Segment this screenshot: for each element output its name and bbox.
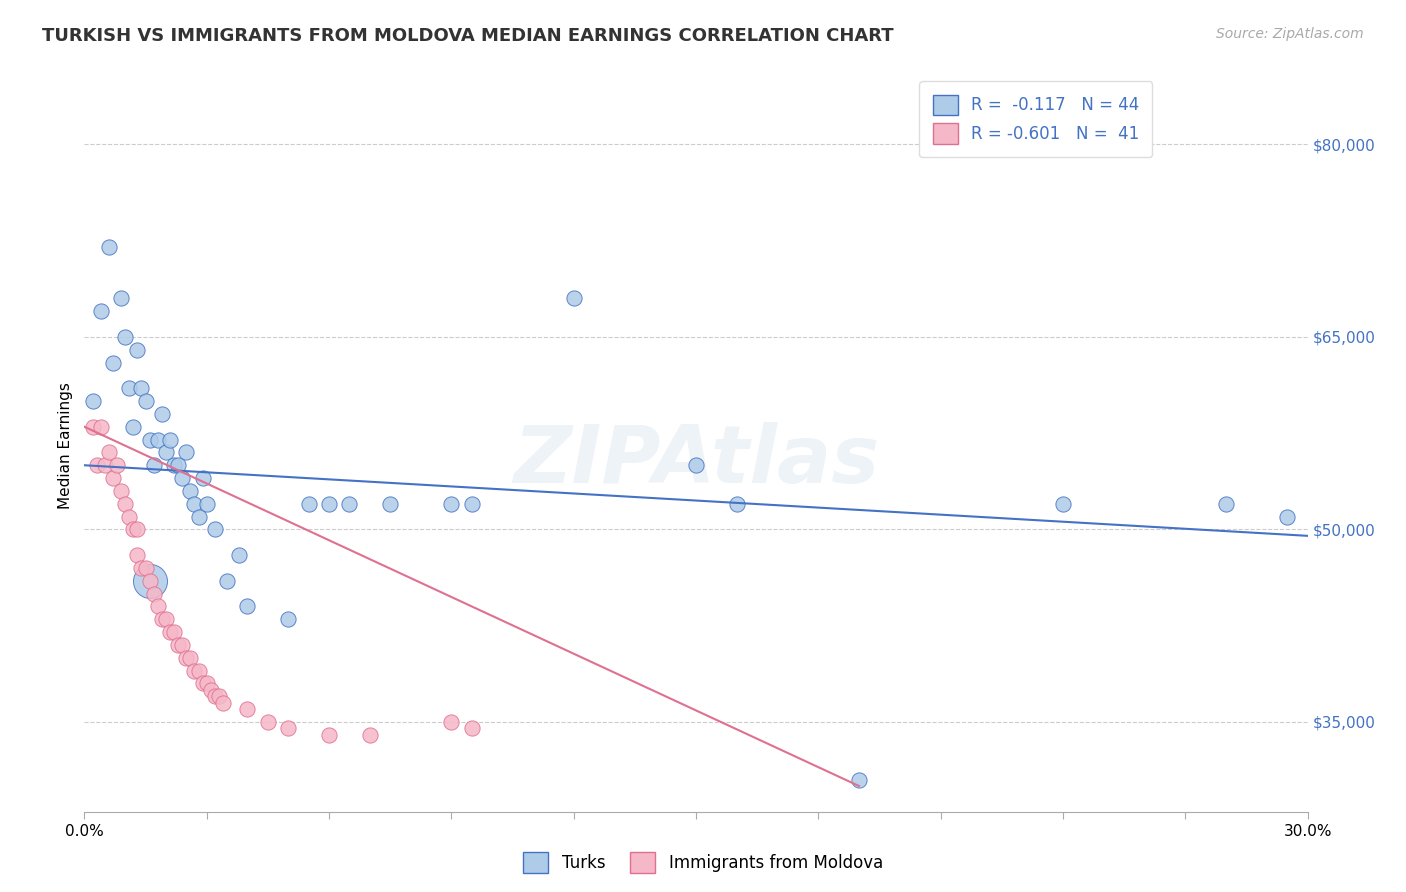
Point [318, 728, 340, 742]
Point [191, 676, 214, 690]
Point [195, 497, 218, 511]
Point [93, 458, 115, 473]
Text: TURKISH VS IMMIGRANTS FROM MOLDOVA MEDIAN EARNINGS CORRELATION CHART: TURKISH VS IMMIGRANTS FROM MOLDOVA MEDIA… [42, 27, 894, 45]
Point [191, 471, 214, 485]
Point [101, 471, 124, 485]
Point [204, 690, 226, 704]
Point [359, 728, 381, 742]
Point [461, 721, 484, 735]
Point [142, 458, 165, 473]
Point [1215, 497, 1237, 511]
Point [82, 419, 104, 434]
Point [440, 497, 463, 511]
Point [725, 497, 748, 511]
Point [138, 433, 160, 447]
Point [122, 523, 145, 537]
Point [146, 433, 169, 447]
Point [848, 772, 870, 787]
Point [97, 445, 120, 459]
Point [90, 304, 112, 318]
Point [114, 497, 136, 511]
Point [228, 548, 250, 562]
Point [187, 509, 209, 524]
Point [131, 381, 153, 395]
Point [110, 483, 132, 498]
Point [236, 702, 259, 716]
Point [339, 497, 361, 511]
Point [179, 483, 201, 498]
Point [138, 574, 160, 588]
Point [163, 625, 186, 640]
Point [135, 561, 157, 575]
Point [155, 445, 177, 459]
Point [298, 497, 321, 511]
Point [183, 664, 205, 678]
Point [187, 664, 209, 678]
Point [90, 419, 112, 434]
Point [127, 548, 149, 562]
Point [562, 292, 585, 306]
Point [174, 445, 197, 459]
Point [685, 458, 707, 473]
Point [163, 458, 186, 473]
Legend: Turks, Immigrants from Moldova: Turks, Immigrants from Moldova [516, 846, 890, 880]
Point [277, 612, 299, 626]
Point [183, 497, 205, 511]
Point [318, 497, 340, 511]
Point [195, 676, 218, 690]
Point [217, 574, 239, 588]
Point [138, 574, 160, 588]
Point [212, 696, 235, 710]
Point [127, 343, 149, 357]
Point [1052, 497, 1074, 511]
Point [257, 714, 280, 729]
Point [204, 523, 226, 537]
Point [440, 714, 463, 729]
Point [236, 599, 259, 614]
Point [200, 682, 222, 697]
Point [150, 612, 173, 626]
Point [118, 509, 141, 524]
Point [208, 690, 231, 704]
Text: Source: ZipAtlas.com: Source: ZipAtlas.com [1216, 27, 1364, 41]
Point [131, 561, 153, 575]
Point [122, 419, 145, 434]
Point [97, 240, 120, 254]
Y-axis label: Median Earnings: Median Earnings [58, 383, 73, 509]
Point [110, 292, 132, 306]
Point [172, 471, 194, 485]
Point [142, 586, 165, 600]
Point [167, 638, 190, 652]
Point [82, 394, 104, 409]
Point [174, 650, 197, 665]
Point [118, 381, 141, 395]
Point [159, 625, 181, 640]
Point [277, 721, 299, 735]
Point [461, 497, 484, 511]
Point [167, 458, 190, 473]
Point [1277, 509, 1299, 524]
Text: ZIPAtlas: ZIPAtlas [513, 422, 879, 500]
Point [127, 523, 149, 537]
Point [146, 599, 169, 614]
Point [159, 433, 181, 447]
Point [105, 458, 128, 473]
Point [179, 650, 201, 665]
Point [86, 458, 108, 473]
Point [380, 497, 402, 511]
Point [114, 330, 136, 344]
Point [155, 612, 177, 626]
Point [135, 394, 157, 409]
Point [150, 407, 173, 421]
Legend: R =  -0.117   N = 44, R = -0.601   N =  41: R = -0.117 N = 44, R = -0.601 N = 41 [920, 81, 1153, 157]
Point [101, 355, 124, 369]
Point [172, 638, 194, 652]
